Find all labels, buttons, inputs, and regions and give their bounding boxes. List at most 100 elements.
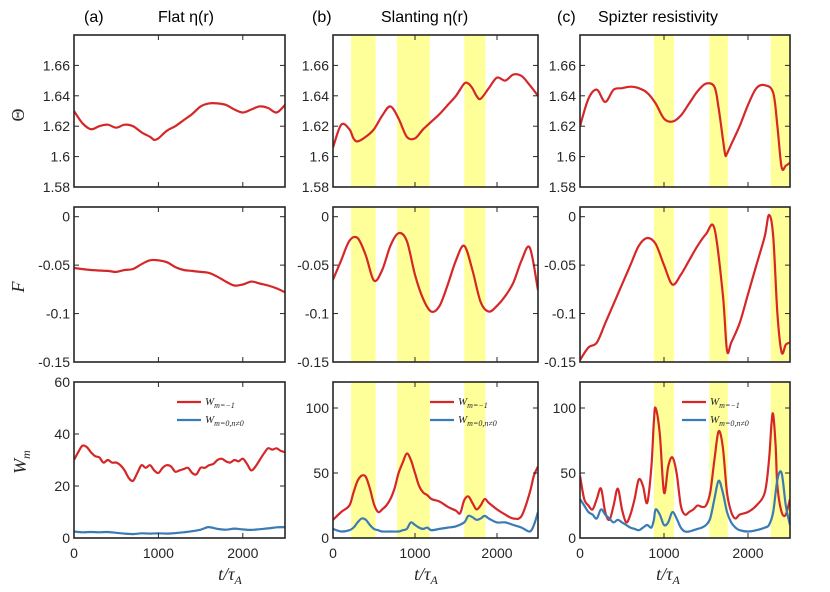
- xtick-label-c-W-2: 2000: [732, 545, 763, 561]
- panel-a-W: 0 20 40 60 0 1000 2000 Wm=−1 Wm=0,n≠0: [54, 374, 286, 561]
- panel-c-theta: 1.58 1.6 1.62 1.64 1.66: [549, 34, 791, 195]
- series-line-a-W-1: [74, 525, 285, 536]
- ytick-label-c-F-1: -0.1: [552, 306, 576, 322]
- svg-text:Wm: Wm: [10, 450, 33, 474]
- axes-box-a-theta: [73, 34, 286, 188]
- ytick-label-b-F-3: 0: [321, 209, 329, 225]
- highlight-band-c-theta-0: [653, 35, 675, 187]
- axes-box-b-W: [332, 381, 539, 539]
- series-line-c-W-0: [580, 406, 790, 524]
- legend-b-W: Wm=−1Wm=0,n≠0: [430, 396, 497, 428]
- axes-box-a-W: [73, 381, 286, 539]
- highlight-band-c-F-0: [653, 207, 675, 362]
- ytick-label-c-theta-4: 1.66: [549, 57, 576, 73]
- ytick-label-a-theta-0: 1.58: [43, 179, 70, 195]
- ytick-label-c-W-2: 100: [553, 400, 577, 416]
- ytick-label-b-W-1: 50: [313, 465, 329, 481]
- ytick-label-c-F-2: -0.05: [544, 257, 576, 273]
- ytick-label-a-theta-2: 1.62: [43, 118, 70, 134]
- xtick-label-c-W-0: 0: [576, 545, 584, 561]
- series-line-c-theta-0: [580, 82, 790, 171]
- col-b-title: Slanting η(r): [381, 9, 468, 26]
- xtick-label-b-W-2: 2000: [481, 545, 512, 561]
- ytick-label-b-theta-0: 1.58: [302, 179, 329, 195]
- series-line-a-W-0: [74, 444, 285, 483]
- xtick-label-a-W-2: 2000: [227, 545, 258, 561]
- col-b-label: (b): [312, 9, 332, 26]
- svg-text:t/τA: t/τA: [414, 564, 438, 587]
- axes-box-a-F: [73, 206, 286, 363]
- ytick-label-a-theta-4: 1.66: [43, 57, 70, 73]
- highlight-band-b-theta-2: [464, 35, 486, 187]
- series-line-b-W-0: [333, 452, 538, 521]
- ytick-label-c-F-3: 0: [568, 209, 576, 225]
- col-c-title: Spizter resistivity: [598, 9, 718, 26]
- axes-box-b-theta: [332, 34, 539, 188]
- ytick-label-a-theta-1: 1.6: [51, 149, 71, 165]
- series-line-a-theta-0: [74, 102, 285, 142]
- ytick-label-a-W-1: 20: [54, 478, 70, 494]
- ytick-label-a-W-3: 60: [54, 374, 70, 390]
- series-line-c-W-1: [580, 470, 790, 533]
- ytick-label-a-W-2: 40: [54, 426, 70, 442]
- series-line-a-F-0: [74, 258, 285, 294]
- ytick-label-b-theta-2: 1.62: [302, 118, 329, 134]
- xtick-label-b-W-1: 1000: [399, 545, 430, 561]
- series-line-b-W-1: [333, 511, 538, 533]
- ytick-label-c-theta-1: 1.6: [557, 149, 577, 165]
- ytick-label-a-F-3: 0: [62, 209, 70, 225]
- highlight-band-b-W-0: [351, 382, 376, 538]
- ytick-label-c-W-0: 0: [568, 530, 576, 546]
- highlight-band-c-F-2: [770, 207, 790, 362]
- ytick-label-b-theta-4: 1.66: [302, 57, 329, 73]
- legend-a-W: Wm=−1 Wm=0,n≠0: [177, 396, 244, 428]
- ytick-label-c-W-1: 50: [560, 465, 576, 481]
- panel-b-F: -0.15 -0.1 -0.05 0: [297, 206, 539, 370]
- panel-a-theta: 1.58 1.6 1.62 1.64 1.66: [43, 34, 286, 195]
- highlight-band-c-theta-2: [770, 35, 790, 187]
- ytick-label-c-F-0: -0.15: [544, 354, 576, 370]
- ytick-label-a-theta-3: 1.64: [43, 88, 70, 104]
- ytick-label-b-theta-3: 1.64: [302, 88, 329, 104]
- panel-b-theta: 1.58 1.6 1.62 1.64 1.66: [302, 34, 539, 195]
- xlabel-a: t/τA: [218, 564, 242, 587]
- highlight-band-b-F-1: [396, 207, 430, 362]
- ytick-label-c-theta-3: 1.64: [549, 88, 576, 104]
- svg-text:t/τA: t/τA: [656, 564, 680, 587]
- xlabel-b: t/τA: [414, 564, 438, 587]
- ytick-label-b-F-1: -0.1: [305, 306, 329, 322]
- row-F-ylabel: F: [8, 281, 28, 294]
- ytick-label-b-F-2: -0.05: [297, 257, 329, 273]
- axes-box-c-F: [579, 206, 791, 363]
- ytick-label-b-W-0: 0: [321, 530, 329, 546]
- row-theta-ylabel: Θ: [8, 109, 28, 122]
- legend-label-c-W-1: Wm=0,n≠0: [710, 414, 749, 428]
- ytick-label-a-W-0: 0: [62, 530, 70, 546]
- xtick-label-a-W-0: 0: [70, 545, 78, 561]
- ytick-label-b-W-2: 100: [306, 400, 330, 416]
- legend-label-a-W-0: Wm=−1: [205, 396, 235, 410]
- ytick-label-a-F-2: -0.05: [38, 257, 70, 273]
- ytick-label-c-theta-2: 1.62: [549, 118, 576, 134]
- ytick-label-c-theta-0: 1.58: [549, 179, 576, 195]
- axes-box-c-W: [579, 381, 791, 539]
- xtick-label-c-W-1: 1000: [648, 545, 679, 561]
- highlight-band-b-W-1: [396, 382, 430, 538]
- xlabel-c: t/τA: [656, 564, 680, 587]
- axes-box-c-theta: [579, 34, 791, 188]
- row-W-ylabel: Wm: [10, 450, 33, 474]
- ytick-label-a-F-0: -0.15: [38, 354, 70, 370]
- highlight-band-c-F-1: [709, 207, 728, 362]
- panel-a-F: -0.15 -0.1 -0.05 0: [38, 206, 286, 370]
- col-a-title: Flat η(r): [158, 9, 214, 26]
- xtick-label-a-W-1: 1000: [143, 545, 174, 561]
- highlight-band-b-theta-0: [351, 35, 376, 187]
- highlight-band-b-theta-1: [396, 35, 430, 187]
- axes-box-b-F: [332, 206, 539, 363]
- col-a-label: (a): [84, 9, 104, 26]
- col-c-label: (c): [557, 9, 576, 26]
- ytick-label-a-F-1: -0.1: [46, 306, 70, 322]
